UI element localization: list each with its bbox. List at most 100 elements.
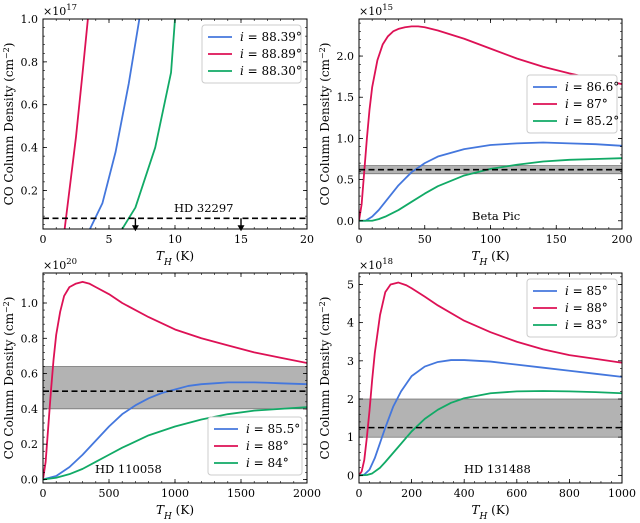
y-tick-label: 0.2 bbox=[21, 184, 39, 197]
series-group bbox=[359, 281, 622, 477]
x-tick-label: 10 bbox=[168, 233, 182, 246]
y-tick-label: 1 bbox=[347, 431, 354, 444]
legend-label-2: i = 87° bbox=[565, 97, 608, 111]
legend: i = 85° i = 88° i = 83° bbox=[526, 278, 618, 338]
series-line-3 bbox=[121, 19, 176, 229]
legend-label-3: i = 84° bbox=[246, 456, 289, 470]
y-tick-label: 3 bbox=[347, 355, 354, 368]
x-tick-label: 20 bbox=[300, 233, 314, 246]
y-tick-label: 2.0 bbox=[337, 50, 355, 63]
x-tick-label: 1000 bbox=[608, 487, 636, 500]
y-tick-label: 0.5 bbox=[337, 174, 355, 187]
y-tick-label: 0.6 bbox=[21, 99, 39, 112]
x-tick-label: 200 bbox=[401, 487, 422, 500]
series-group bbox=[43, 19, 307, 229]
exponent-label: ×1017 bbox=[43, 3, 77, 18]
x-tick-label: 50 bbox=[418, 233, 432, 246]
x-tick-label: 150 bbox=[546, 233, 567, 246]
series-group bbox=[359, 25, 622, 222]
y-tick-label: 0.6 bbox=[21, 368, 39, 381]
series-line-1 bbox=[359, 359, 622, 477]
exponent-label: ×1020 bbox=[43, 257, 77, 272]
x-tick-label: 400 bbox=[454, 487, 475, 500]
axes-frame bbox=[358, 272, 623, 484]
y-tick-label: 0.0 bbox=[337, 215, 355, 228]
y-tick-label: 5 bbox=[347, 278, 354, 291]
exponent-label: ×1015 bbox=[359, 3, 393, 18]
x-tick-label: 800 bbox=[559, 487, 580, 500]
legend: i = 88.39° i = 88.89° i = 88.30° bbox=[201, 24, 302, 84]
panel-betapic: 0 50 100 150 200 0.0 0.5 1.0 1.5 2.0 ×1015 TH (K) CO… bbox=[318, 3, 633, 268]
x-tick-label: 15 bbox=[234, 233, 248, 246]
legend-box bbox=[526, 278, 618, 338]
legend-label-1: i = 85.5° bbox=[246, 422, 300, 436]
y-tick-label: 4 bbox=[347, 317, 354, 330]
series-line-2 bbox=[63, 19, 89, 229]
legend-box bbox=[207, 416, 303, 476]
y-tick-label: 0.8 bbox=[21, 332, 39, 345]
exponent-label: ×1018 bbox=[359, 257, 393, 272]
legend-label-1: i = 86.6° bbox=[565, 80, 619, 94]
x-tick-label: 2000 bbox=[293, 487, 321, 500]
legend: i = 86.6° i = 87° i = 85.2° bbox=[526, 74, 619, 134]
series-line-3 bbox=[359, 157, 622, 222]
x-axis-label: TH (K) bbox=[156, 503, 194, 522]
series-group bbox=[43, 280, 307, 481]
series-line-2 bbox=[43, 280, 307, 480]
y-tick-label: 1.5 bbox=[337, 91, 355, 104]
x-tick-label: 5 bbox=[106, 233, 113, 246]
series-line-3 bbox=[43, 406, 307, 481]
legend-label-3: i = 85.2° bbox=[565, 114, 619, 128]
panel-hd32297: 0 5 10 15 20 0.2 0.4 0.6 0.8 1.0 ×1017 TH (K) CO Col… bbox=[2, 3, 315, 268]
series-line-2 bbox=[359, 25, 622, 221]
y-tick-label: 1.0 bbox=[21, 13, 39, 26]
series-line-2 bbox=[359, 281, 622, 476]
y-axis-label: CO Column Density (cm−2) bbox=[2, 43, 17, 206]
y-axis-label: CO Column Density (cm−2) bbox=[2, 297, 17, 460]
annotation-label: Beta Pic bbox=[472, 209, 520, 223]
legend-label-2: i = 88° bbox=[246, 439, 289, 453]
y-axis-label: CO Column Density (cm−2) bbox=[318, 297, 333, 460]
annotation-label: HD 110058 bbox=[95, 462, 162, 476]
panel-hd131488: 0 200 400 600 800 1000 0 1 2 3 4 5 ×1018 TH (K) CO Col… bbox=[318, 257, 637, 522]
observed-band bbox=[358, 398, 623, 438]
legend: i = 85.5° i = 88° i = 84° bbox=[207, 416, 303, 476]
x-tick-label: 500 bbox=[99, 487, 120, 500]
x-tick-label: 200 bbox=[612, 233, 633, 246]
legend-label-1: i = 85° bbox=[565, 284, 608, 298]
y-tick-label: 0.4 bbox=[21, 142, 39, 155]
series-line-1 bbox=[88, 19, 141, 229]
series-line-1 bbox=[359, 141, 622, 222]
panel-hd110058: 0 500 1000 1500 2000 0.0 0.2 0.4 0.6 0.8 1.0 ×1020 T… bbox=[2, 257, 322, 522]
x-axis-label: TH (K) bbox=[471, 503, 509, 522]
y-tick-label: 0.0 bbox=[21, 473, 39, 486]
x-tick-label: 600 bbox=[506, 487, 527, 500]
legend-label-1: i = 88.39° bbox=[240, 30, 302, 44]
x-axis-label: TH (K) bbox=[471, 249, 509, 268]
x-tick-label: 0 bbox=[40, 233, 47, 246]
y-tick-label: 0 bbox=[347, 469, 354, 482]
legend-box bbox=[526, 74, 618, 134]
legend-box bbox=[201, 24, 302, 84]
x-tick-label: 1500 bbox=[227, 487, 255, 500]
annotation-label: HD 32297 bbox=[174, 201, 234, 215]
legend-label-2: i = 88° bbox=[565, 301, 608, 315]
x-tick-label: 0 bbox=[356, 487, 363, 500]
y-tick-label: 2 bbox=[347, 393, 354, 406]
series-line-3 bbox=[359, 390, 622, 477]
y-tick-label: 0.4 bbox=[21, 403, 39, 416]
legend-label-3: i = 88.30° bbox=[240, 64, 302, 78]
y-tick-label: 1.0 bbox=[337, 132, 355, 145]
x-tick-label: 100 bbox=[480, 233, 501, 246]
y-tick-label: 0.2 bbox=[21, 438, 39, 451]
y-tick-label: 1.0 bbox=[21, 297, 39, 310]
x-tick-label: 1000 bbox=[161, 487, 189, 500]
x-tick-label: 0 bbox=[356, 233, 363, 246]
observed-band bbox=[42, 366, 308, 410]
legend-label-3: i = 83° bbox=[565, 318, 608, 332]
x-axis-label: TH (K) bbox=[156, 249, 194, 268]
legend-label-2: i = 88.89° bbox=[240, 47, 302, 61]
y-axis-label: CO Column Density (cm−2) bbox=[318, 43, 333, 206]
y-tick-label: 0.8 bbox=[21, 56, 39, 69]
